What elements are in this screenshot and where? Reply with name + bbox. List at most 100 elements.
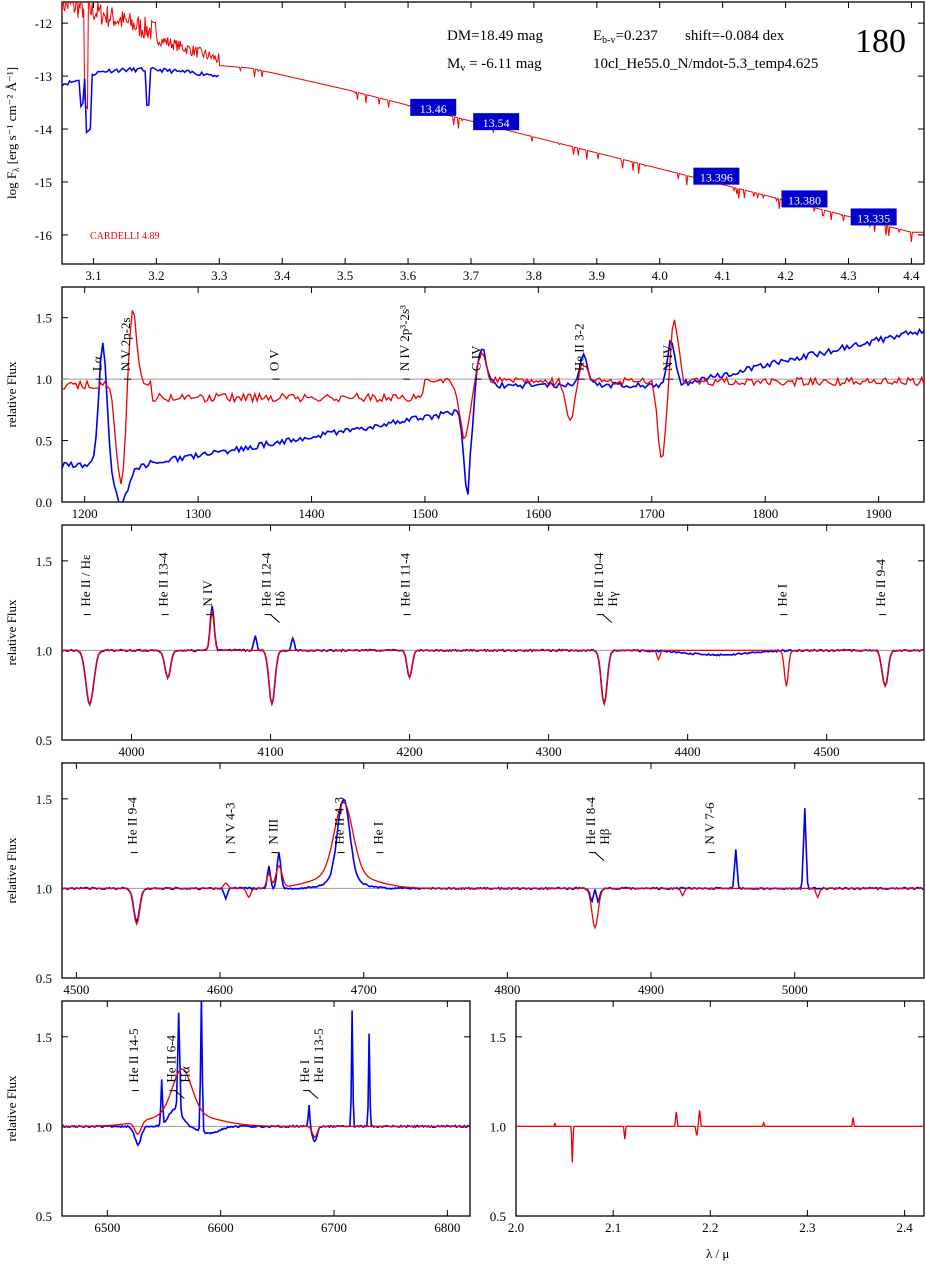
line-id-label: He II 9-4 [125,796,140,844]
panel-frame [61,1000,471,1217]
line-id-label: He II 14-5 [126,1028,141,1082]
x-tick-label: 1700 [639,506,665,521]
x-tick-label: 4.3 [840,268,856,283]
photometry-box [473,113,520,131]
line-id-label: N III [266,819,281,845]
y-tick-label: -15 [35,175,52,190]
y-axis-label: relative Flux [4,361,19,428]
observed-spectrum [62,605,924,707]
y-tick-label: 1.0 [36,372,52,387]
x-tick-label: 4000 [119,744,145,759]
x-tick-label: 3.5 [337,268,353,283]
line-id-label: He II 12-4 [259,552,274,607]
svg-text:Eb-v=0.237: Eb-v=0.237 [593,28,658,46]
x-tick-label: 3.6 [400,268,417,283]
model-spectrum [62,310,924,485]
x-tick-label: 1500 [412,506,438,521]
x-tick-label: 1800 [752,506,778,521]
y-tick-label: 0.5 [36,434,52,449]
y-tick-label: 1.0 [36,881,52,896]
x-tick-label: 3.8 [526,268,542,283]
ebv-value: =0.237 [616,28,659,44]
line-id-label: He I [774,584,789,607]
panel-frame [61,762,925,979]
observed-spectrum [62,798,924,924]
panel-halpha: 6500 6600 6700 6800 0.5 1.0 1.5 relative Flux He… [4,1000,471,1235]
x-tick-label: 3.4 [274,268,291,283]
line-id-label: Lα [90,356,105,371]
panel-sed: 3.1 3.2 3.3 3.4 3.5 3.6 3.7 3.8 3.9 4.0 4.1 4.2 4.3 4… [4,1,925,283]
mv-value: = -6.11 mag [465,56,542,72]
panel-frame [515,1000,925,1217]
line-id-label: He II 13-4 [156,552,171,607]
line-id-label-secondary: Hα [177,1066,192,1082]
reddening-law: CARDELLI 4.89 [90,231,159,242]
x-tick-label: 1900 [866,506,892,521]
observed-sed [62,66,220,134]
observed-spectrum [62,1001,470,1147]
y-tick-label: 1.5 [36,311,52,326]
x-tick-label: 4300 [536,744,562,759]
x-tick-label: 4.4 [903,268,920,283]
y-axis-label: relative Flux [4,1075,19,1142]
line-id-label: He II 4-3 [332,797,347,845]
panel-optical1: 4000 4100 4200 4300 4400 4500 0.5 1.0 1.5 relativ… [4,524,925,759]
y-tick-label: 0.5 [36,733,52,748]
photometry-box [781,190,828,208]
svg-text:Mv = -6.11 mag: Mv = -6.11 mag [447,56,542,74]
y-tick-label: 0.5 [490,1209,506,1224]
model-name: 10cl_He55.0_N/mdot-5.3_temp4.625 [593,56,818,72]
panel-frame [61,1,925,265]
y-tick-label: -14 [35,122,53,137]
photometry-box [850,208,897,226]
y-tick-label: -13 [35,69,52,84]
x-tick-label: 2.2 [702,1220,718,1235]
y-axis-label: relative Flux [4,599,19,666]
line-id-label: N IV 2p³-2s³ [397,305,412,371]
line-id-label: N V 4-3 [222,802,237,844]
line-id-label: He II / Hε [78,554,93,607]
panel-frame [61,524,925,741]
x-tick-label: 6600 [208,1220,234,1235]
photometry-box [410,98,457,116]
x-tick-label: 4800 [494,982,520,997]
x-tick-label: 1300 [185,506,211,521]
shift-label: shift=-0.084 dex [685,28,785,44]
x-tick-label: 3.2 [148,268,164,283]
y-tick-label: 0.5 [36,971,52,986]
photometry-box [693,167,740,185]
y-tick-label: -12 [35,16,52,31]
photometry-label: 13.335 [857,211,890,225]
y-tick-label: 1.5 [36,792,52,807]
x-tick-label: 1200 [72,506,98,521]
x-tick-label: 3.7 [463,268,480,283]
y-axis-label: log Fλ [erg s⁻¹ cm⁻² Å⁻¹] [4,67,21,199]
y-tick-label: 1.0 [36,643,52,658]
y-tick-label: 1.5 [490,1030,506,1045]
bottom-x-axis-label: λ / μ [706,1246,729,1261]
y-tick-label: 1.5 [36,1030,52,1045]
x-tick-label: 4600 [207,982,233,997]
y-tick-label: 0.0 [36,495,52,510]
x-tick-label: 4100 [258,744,284,759]
y-tick-label: -16 [35,228,53,243]
line-id-label: N V 2p-2s [118,317,133,371]
x-tick-label: 3.9 [589,268,605,283]
model-spectrum [516,1110,924,1163]
x-tick-label: 4200 [397,744,423,759]
panel-optical2: 4500 4600 4700 4800 4900 5000 0.5 1.0 1.5 relativ… [4,762,925,997]
figure-number: 180 [855,23,906,60]
x-tick-label: 1400 [299,506,325,521]
panel-uv: 1200 1300 1400 1500 1600 1700 1800 1900 0.0 0.5 1.… [4,286,925,521]
ebv-subscript: b-v [602,35,615,46]
line-id-label: He I [297,1060,312,1083]
x-tick-label: 4.0 [652,268,668,283]
panel-ir: 2.0 2.1 2.2 2.3 2.4 0.5 1.0 1.5 [490,1000,925,1235]
line-id-label: He II 6-4 [163,1034,178,1082]
x-tick-label: 2.1 [605,1220,621,1235]
x-tick-label: 4500 [63,982,89,997]
model-spectrum [62,1068,470,1139]
photometry-label: 13.46 [420,102,447,116]
line-id-label-secondary: Hγ [605,591,620,606]
x-tick-label: 2.0 [508,1220,524,1235]
